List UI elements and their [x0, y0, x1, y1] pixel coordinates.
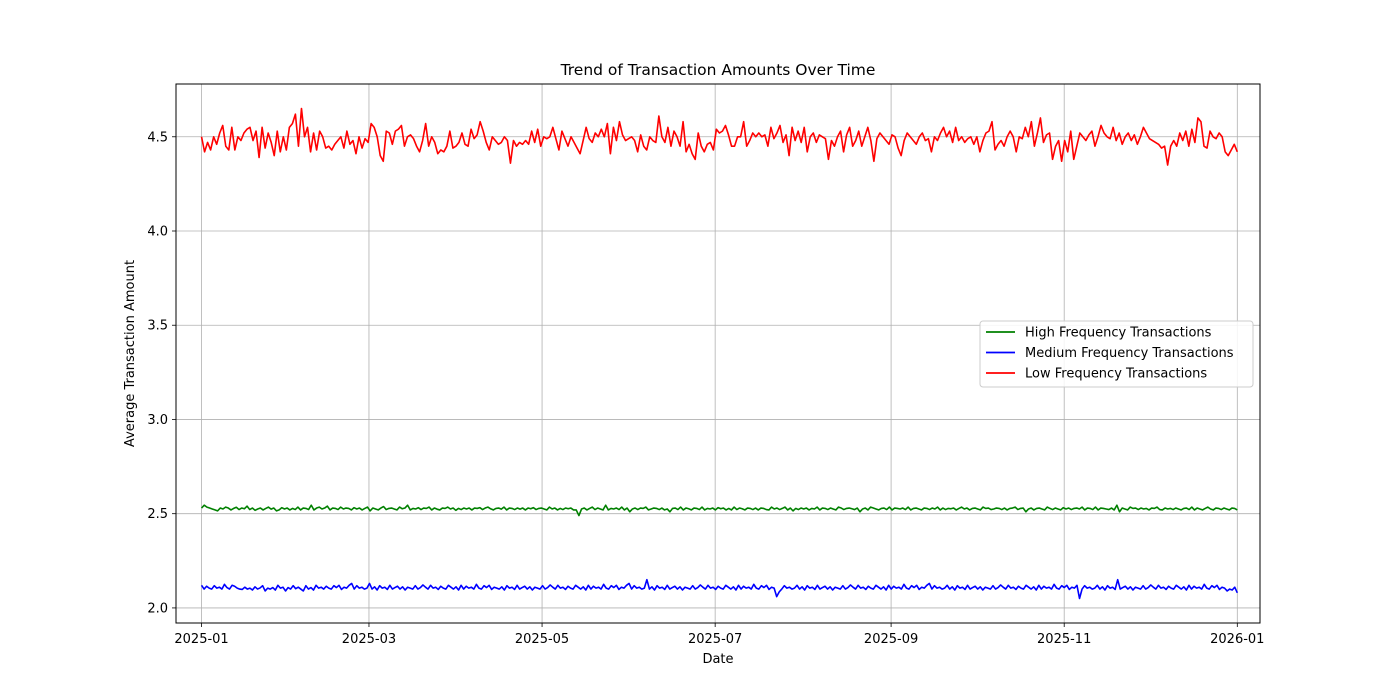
y-tick-label: 3.5: [147, 319, 168, 334]
series-line-2: [200, 107, 1239, 166]
legend-box: [979, 320, 1254, 388]
x-axis-ticks: 2025-01 2025-03 2025-05 2025-07 2025-09 2025-…: [174, 623, 1264, 647]
x-tick-label: 2025-11: [1037, 632, 1091, 647]
plot-area-frame: [175, 83, 1261, 624]
x-tick-label: 2025-09: [864, 632, 918, 647]
legend-label: High Frequency Transactions: [1025, 326, 1212, 341]
x-tick-label: 2025-01: [174, 632, 228, 647]
legend: High Frequency Transactions Medium Freque…: [979, 320, 1254, 388]
y-tick-label: 4.5: [147, 130, 168, 145]
x-tick-label: 2026-01: [1210, 632, 1264, 647]
legend-label: Medium Frequency Transactions: [1025, 346, 1234, 361]
x-tick-label: 2025-05: [515, 632, 569, 647]
chart-title: Trend of Transaction Amounts Over Time: [560, 61, 876, 79]
y-tick-label: 3.0: [147, 413, 168, 428]
series-line-0: [200, 504, 1238, 517]
y-axis-ticks: 2.0 2.5 3.0 3.5 4.0 4.5: [147, 130, 176, 616]
series-lines: [200, 107, 1239, 600]
y-tick-label: 2.0: [147, 601, 168, 616]
y-tick-label: 4.0: [147, 225, 168, 240]
x-axis-title: Date: [702, 652, 733, 667]
x-tick-label: 2025-07: [688, 632, 742, 647]
y-axis-title: Average Transaction Amount: [123, 260, 138, 447]
series-line-1: [200, 578, 1239, 600]
y-tick-label: 2.5: [147, 507, 168, 522]
legend-label: Low Frequency Transactions: [1025, 367, 1207, 382]
x-tick-label: 2025-03: [342, 632, 396, 647]
